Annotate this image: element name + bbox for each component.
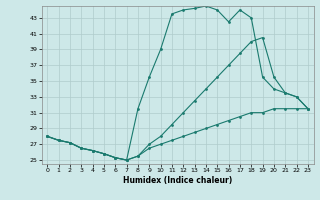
- X-axis label: Humidex (Indice chaleur): Humidex (Indice chaleur): [123, 176, 232, 185]
